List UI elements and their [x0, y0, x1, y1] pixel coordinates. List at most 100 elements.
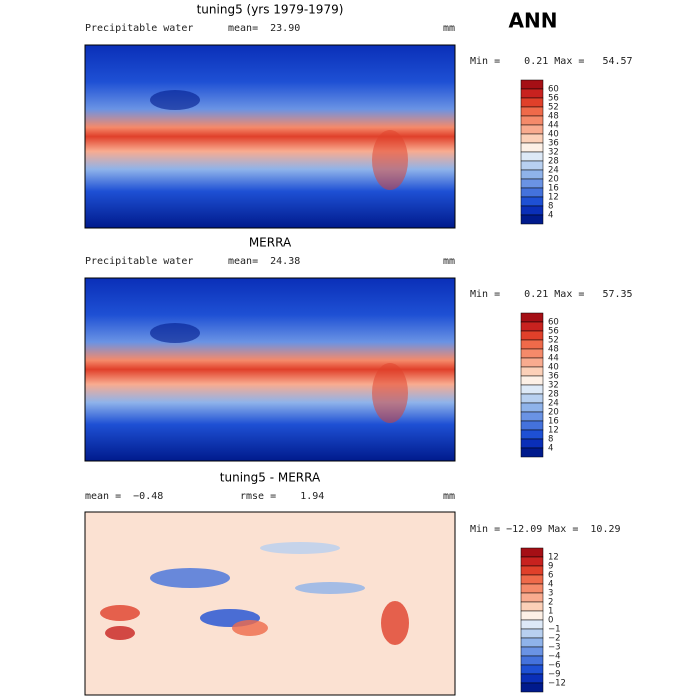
colorbar-label: 44 [548, 121, 559, 131]
range-label: Min = 0.21 Max = 57.35 [470, 289, 633, 300]
colorbar-box [520, 565, 544, 576]
panel-title: tuning5 - MERRA [220, 471, 321, 485]
colorbar-box [520, 619, 544, 630]
colorbar-label: −4 [548, 652, 561, 662]
stat-label: rmse = 1.94 [240, 491, 324, 502]
colorbar-label: −12 [548, 679, 566, 689]
colorbar-box [520, 610, 544, 621]
colorbar-box [520, 339, 544, 350]
colorbar-box [520, 160, 544, 171]
colorbar-label: 20 [548, 175, 559, 185]
colorbar-label: −9 [548, 670, 561, 680]
colorbar-box [520, 375, 544, 386]
colorbar-label: 2 [548, 598, 553, 608]
variable-label: Precipitable water [85, 23, 193, 34]
colorbar-box [520, 556, 544, 567]
map-feature [372, 363, 408, 423]
map-feature [100, 605, 140, 621]
colorbar-box [520, 637, 544, 648]
colorbar-label: 6 [548, 571, 553, 581]
colorbar-box [520, 79, 544, 90]
colorbar-label: 60 [548, 318, 559, 328]
colorbar-label: 3 [548, 589, 553, 599]
colorbar-label: 48 [548, 112, 559, 122]
colorbar-box [520, 628, 544, 639]
colorbar-label: 12 [548, 426, 559, 436]
colorbar-label: 36 [548, 372, 559, 382]
colorbar-label: −2 [548, 634, 561, 644]
map-feature [150, 323, 200, 343]
map-feature [260, 542, 340, 554]
colorbar-label: 16 [548, 417, 559, 427]
colorbar-box [520, 205, 544, 216]
colorbar-box [520, 312, 544, 323]
colorbar-box [520, 447, 544, 458]
colorbar-label: 8 [548, 202, 553, 212]
stat-label: mean = −0.48 [85, 491, 163, 502]
colorbar-label: 28 [548, 157, 559, 167]
colorbar-box [520, 411, 544, 422]
colorbar-label: 24 [548, 166, 559, 176]
colorbar-label: 40 [548, 130, 559, 140]
units-label: mm [443, 23, 455, 34]
colorbar-box [520, 115, 544, 126]
colorbar-label: 4 [548, 211, 553, 221]
colorbar-box [520, 357, 544, 368]
colorbar-label: 36 [548, 139, 559, 149]
map-feature [150, 568, 230, 588]
colorbar-box [520, 106, 544, 117]
map-feature [150, 90, 200, 110]
colorbar-label: 1 [548, 607, 553, 617]
colorbar-box [520, 142, 544, 153]
colorbar-box [520, 420, 544, 431]
colorbar-box [520, 583, 544, 594]
colorbar-label: −1 [548, 625, 561, 635]
colorbar-box [520, 438, 544, 449]
stat-label: mean= 23.90 [228, 23, 300, 34]
units-label: mm [443, 256, 455, 267]
colorbar-label: 32 [548, 148, 559, 158]
variable-label: Precipitable water [85, 256, 193, 267]
colorbar-box [520, 547, 544, 558]
map-feature [381, 601, 409, 645]
colorbar-box [520, 366, 544, 377]
colorbar-label: 12 [548, 553, 559, 563]
colorbar-box [520, 151, 544, 162]
colorbar-box [520, 321, 544, 332]
colorbar-box [520, 348, 544, 359]
colorbar-label: 0 [548, 616, 553, 626]
colorbar-box [520, 574, 544, 585]
colorbar-label: 48 [548, 345, 559, 355]
map-feature [232, 620, 268, 636]
colorbar-label: 60 [548, 85, 559, 95]
colorbar-label: 9 [548, 562, 553, 572]
colorbar-label: 56 [548, 327, 559, 337]
colorbar-label: 28 [548, 390, 559, 400]
colorbar-box [520, 664, 544, 675]
colorbar-label: 44 [548, 354, 559, 364]
map-feature [372, 130, 408, 190]
colorbar-label: 56 [548, 94, 559, 104]
colorbar-label: 4 [548, 444, 553, 454]
units-label: mm [443, 491, 455, 502]
colorbar-box [520, 88, 544, 99]
colorbar-label: 16 [548, 184, 559, 194]
colorbar-box [520, 178, 544, 189]
colorbar-label: 40 [548, 363, 559, 373]
colorbar-box [520, 97, 544, 108]
colorbar-box [520, 133, 544, 144]
range-label: Min = 0.21 Max = 54.57 [470, 56, 633, 67]
colorbar-box [520, 402, 544, 413]
colorbar-label: 24 [548, 399, 559, 409]
panel-title: tuning5 (yrs 1979-1979) [197, 3, 344, 17]
colorbar-box [520, 601, 544, 612]
colorbar-box [520, 673, 544, 684]
colorbar-label: −6 [548, 661, 561, 671]
colorbar-box [520, 169, 544, 180]
map-feature [295, 582, 365, 594]
colorbar-label: 52 [548, 336, 559, 346]
panel-title: MERRA [249, 236, 292, 250]
colorbar-box [520, 682, 544, 693]
colorbar-box [520, 393, 544, 404]
